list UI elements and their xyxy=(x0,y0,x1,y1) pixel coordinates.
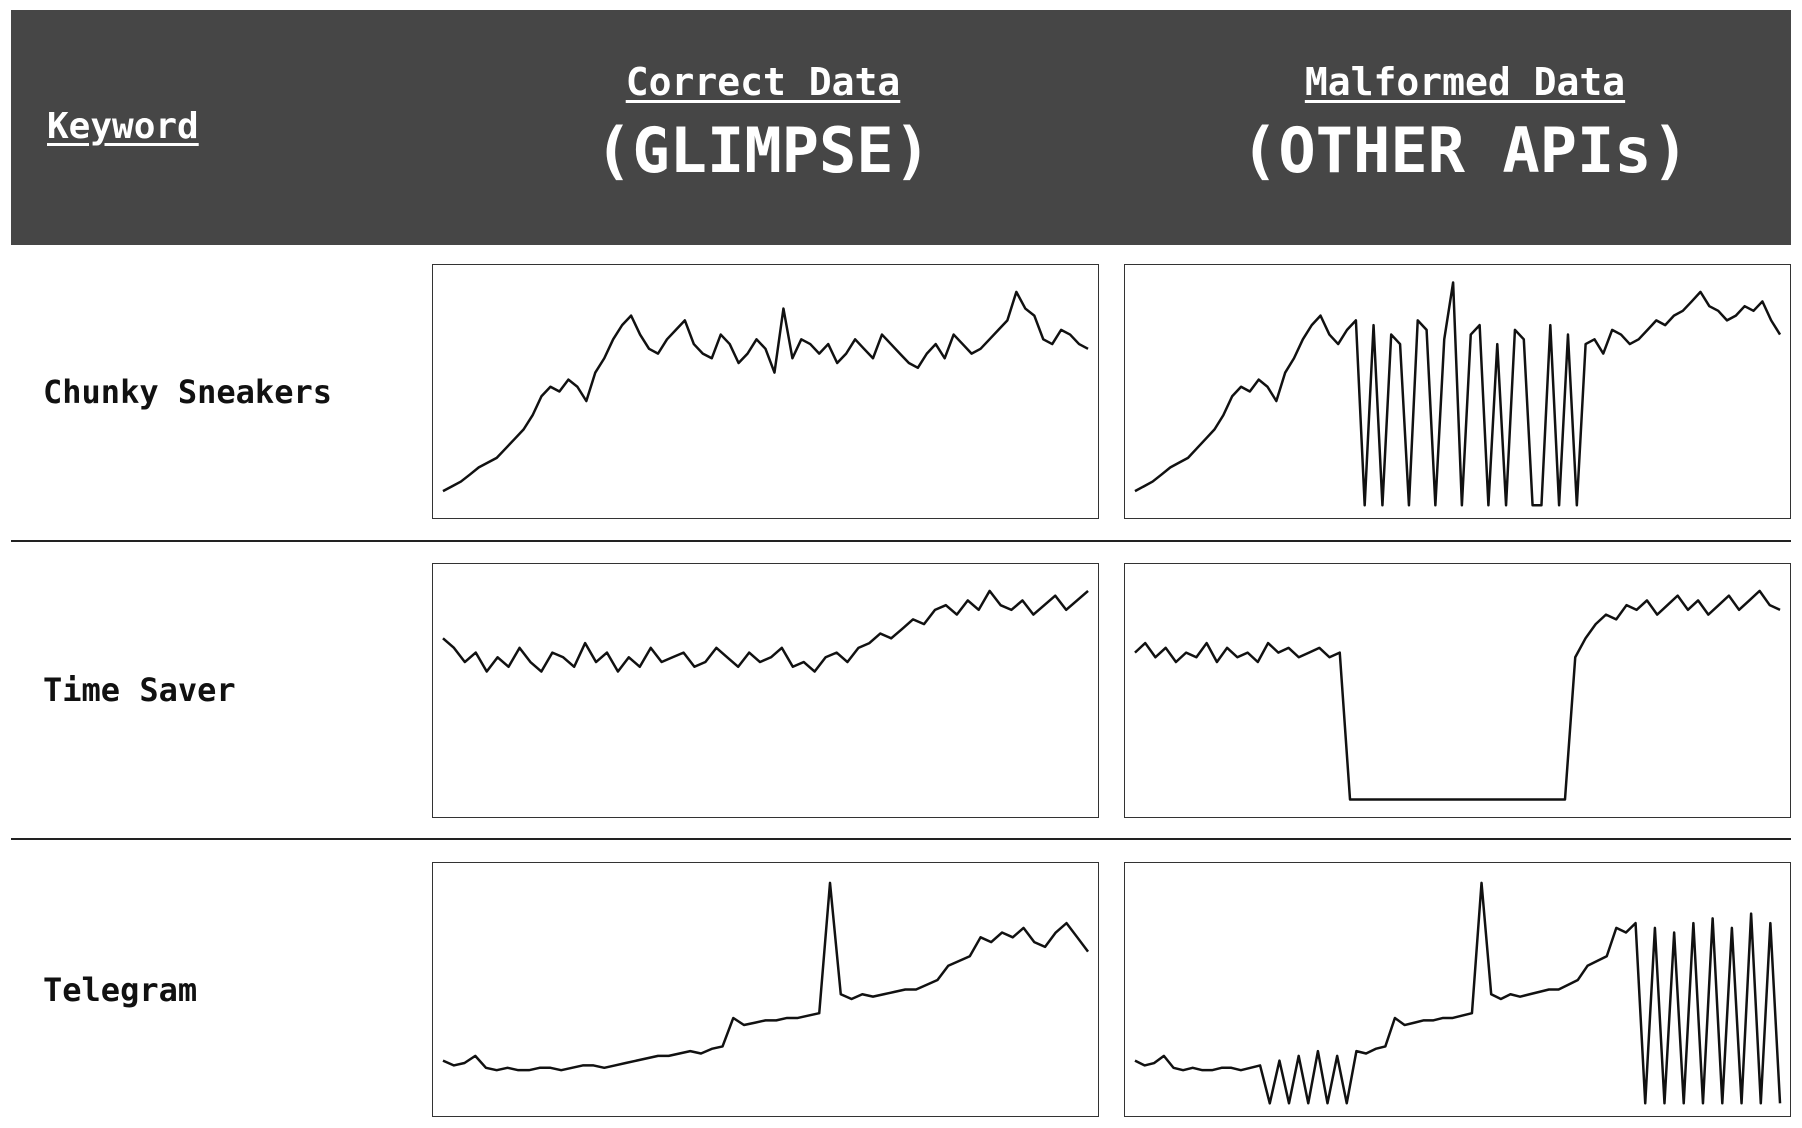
series-line xyxy=(1134,589,1781,801)
malformed-data-column-header: Malformed Data (OTHER APIs) xyxy=(1155,60,1775,187)
series-line xyxy=(442,290,1089,493)
line-chart xyxy=(1134,281,1782,507)
line-chart xyxy=(442,589,1089,673)
series-line xyxy=(442,589,1089,673)
chart-time-saver-correct xyxy=(432,563,1099,818)
correct-data-subtitle: Correct Data xyxy=(625,60,901,104)
line-chart xyxy=(1134,589,1781,801)
table-header: Keyword Correct Data (GLIMPSE) Malformed… xyxy=(11,10,1791,245)
row-label-time-saver: Time Saver xyxy=(43,671,236,709)
correct-data-title: (GLIMPSE) xyxy=(595,114,931,187)
chart-telegram-correct xyxy=(432,862,1099,1117)
malformed-data-subtitle: Malformed Data xyxy=(1304,60,1626,104)
series-line xyxy=(1134,881,1782,1105)
row-divider xyxy=(11,838,1791,840)
row-divider xyxy=(11,540,1791,542)
line-chart xyxy=(442,290,1089,493)
line-chart xyxy=(442,881,1090,1072)
correct-data-column-header: Correct Data (GLIMPSE) xyxy=(453,60,1073,187)
row-label-chunky-sneakers: Chunky Sneakers xyxy=(43,373,332,411)
series-line xyxy=(442,881,1090,1072)
chart-telegram-malformed xyxy=(1124,862,1791,1117)
chart-chunky-sneakers-correct xyxy=(432,264,1099,519)
line-chart xyxy=(1134,881,1782,1105)
chart-time-saver-malformed xyxy=(1124,563,1791,818)
chart-chunky-sneakers-malformed xyxy=(1124,264,1791,519)
keyword-column-header: Keyword xyxy=(47,106,199,147)
row-label-telegram: Telegram xyxy=(43,971,198,1009)
series-line xyxy=(1134,281,1782,507)
malformed-data-title: (OTHER APIs) xyxy=(1241,114,1689,187)
